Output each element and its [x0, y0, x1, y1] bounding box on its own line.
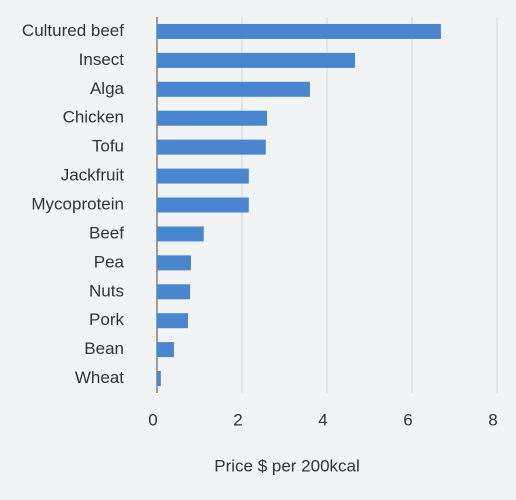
bar: [157, 81, 310, 97]
bar: [157, 23, 441, 39]
bar: [157, 139, 266, 155]
y-tick-label: Cultured beef: [22, 21, 124, 40]
y-tick-label: Bean: [84, 339, 124, 358]
y-tick-label: Mycoprotein: [31, 194, 124, 213]
bar: [157, 197, 249, 213]
y-tick-label: Beef: [89, 223, 124, 242]
bar: [157, 313, 189, 329]
y-tick-label: Pork: [89, 310, 124, 329]
y-tick-label: Pea: [94, 252, 125, 271]
bar: [157, 226, 204, 242]
x-tick-label: 6: [403, 410, 412, 429]
x-tick-label: 2: [233, 410, 242, 429]
y-tick-label: Nuts: [89, 281, 124, 300]
bar: [157, 371, 161, 387]
bar: [157, 284, 191, 300]
x-tick-label: 4: [318, 410, 327, 429]
bar: [157, 255, 191, 271]
y-tick-label: Chicken: [63, 108, 124, 127]
x-tick-label: 8: [488, 410, 497, 429]
y-tick-label: Jackfruit: [61, 166, 125, 185]
bar: [157, 342, 174, 358]
y-tick-label: Tofu: [92, 137, 124, 156]
bar: [157, 110, 268, 126]
bar: [157, 52, 356, 68]
y-tick-label: Wheat: [75, 368, 124, 387]
x-tick-label: 0: [148, 410, 157, 429]
x-axis-label: Price $ per 200kcal: [214, 456, 360, 475]
bar: [157, 168, 249, 184]
y-tick-label: Alga: [90, 79, 125, 98]
y-tick-label: Insect: [79, 50, 125, 69]
